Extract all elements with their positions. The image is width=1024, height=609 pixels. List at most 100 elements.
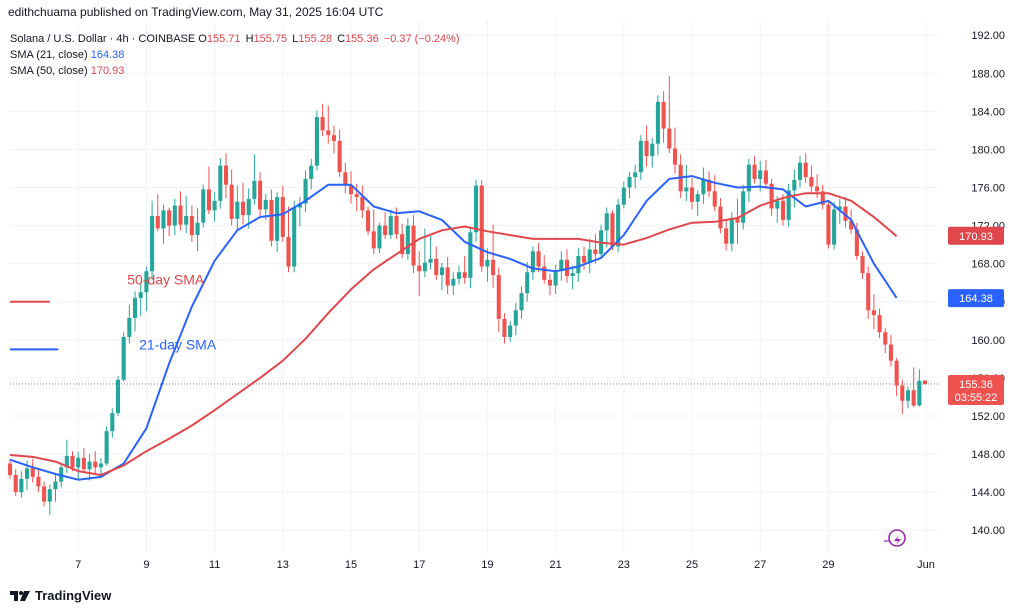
candle-body — [366, 210, 371, 232]
candle-body — [610, 213, 615, 247]
legend-sma21-row: SMA (21, close) 164.38 — [10, 49, 125, 61]
candle-body — [911, 390, 916, 406]
candle-body — [581, 256, 587, 263]
candle-body — [536, 251, 541, 267]
candle-body — [172, 205, 177, 226]
candle-body — [127, 317, 132, 337]
y-tick-label: 144.00 — [971, 487, 1005, 499]
candle-body — [462, 272, 467, 278]
y-tick-label: 192.00 — [971, 30, 1005, 42]
x-tick-label: 7 — [75, 559, 81, 571]
y-tick-label: 184.00 — [971, 106, 1005, 118]
candle-body — [218, 165, 223, 201]
x-tick-label: 9 — [143, 559, 149, 571]
candle-body — [513, 310, 518, 326]
candle-body — [223, 165, 229, 185]
ohlc-high: H155.75 — [245, 33, 288, 45]
candle-body — [70, 455, 75, 468]
candle-body — [269, 199, 274, 241]
candle-body — [672, 148, 678, 165]
candle-body — [695, 194, 700, 202]
candle-body — [809, 177, 814, 187]
candle-body — [411, 225, 416, 266]
candle-body — [354, 194, 359, 198]
candle-body — [422, 262, 427, 272]
candle-body — [797, 162, 803, 180]
tradingview-brand: TradingView — [35, 588, 112, 603]
candle-body — [707, 179, 712, 192]
candle-body — [854, 229, 859, 257]
candle-body — [474, 185, 479, 233]
candle-body — [604, 213, 609, 231]
y-tick-label: 168.00 — [971, 259, 1005, 271]
candle-body — [229, 184, 234, 219]
x-tick-label: 27 — [754, 559, 766, 571]
candle-body — [803, 162, 808, 178]
candle-body — [326, 130, 331, 136]
candle-body — [746, 164, 751, 192]
x-tick-label: Jun — [917, 559, 935, 571]
candle-body — [405, 225, 410, 255]
candle-body — [616, 204, 621, 247]
candle-body — [542, 266, 547, 280]
candle-body — [593, 249, 598, 255]
left-edge-marks — [10, 300, 59, 351]
candle-body — [314, 117, 319, 166]
candle-body — [905, 390, 911, 401]
candle-body — [815, 186, 820, 192]
candle-body — [383, 225, 388, 236]
candle-body — [42, 486, 47, 502]
candle-body — [894, 360, 899, 386]
candle-body — [25, 468, 30, 479]
candle-body — [718, 206, 723, 229]
candle-body — [843, 206, 848, 221]
candle-body — [36, 476, 41, 487]
candle-body — [275, 197, 280, 241]
candle-body — [786, 190, 791, 220]
candle-body — [400, 234, 405, 255]
candle-body — [832, 209, 837, 245]
sma-line — [9, 175, 898, 481]
price-tag-text: 164.38 — [959, 293, 993, 305]
candle-body — [439, 267, 444, 276]
y-tick-label: 140.00 — [971, 525, 1005, 537]
legend-symbol-row: Solana / U.S. Dollar · 4h · COINBASE O15… — [10, 31, 460, 47]
candle-body — [724, 228, 729, 244]
candle-body — [866, 273, 871, 311]
candle-body — [115, 379, 121, 414]
candle-body — [849, 220, 854, 230]
candle-body — [377, 225, 382, 249]
price-change: −0.37 (−0.24%) — [383, 33, 460, 45]
candle-body — [87, 461, 92, 470]
candle-body — [570, 273, 575, 277]
candle-body — [547, 279, 552, 286]
y-axis-labels: 140.00144.00148.00152.00156.00160.00164.… — [971, 30, 1005, 537]
candle-body — [258, 180, 263, 210]
candle-body — [212, 200, 217, 211]
candle-body — [93, 461, 98, 468]
sma-lines — [9, 175, 898, 481]
candle-body — [331, 135, 337, 141]
x-tick-label: 23 — [618, 559, 630, 571]
ohlc-open: O155.71 — [198, 33, 241, 45]
candle-body — [138, 292, 143, 298]
candle-body — [252, 180, 257, 199]
candle-body — [627, 177, 632, 188]
candle-body — [729, 217, 734, 244]
watermark-icon — [884, 529, 906, 547]
candle-body — [167, 210, 172, 226]
candle-body — [900, 385, 905, 401]
candle-body — [445, 267, 450, 286]
grid-lines — [10, 20, 938, 553]
candle-body — [741, 191, 746, 223]
candle-body — [871, 310, 876, 316]
candle-body — [53, 481, 58, 490]
candle-body — [178, 205, 183, 225]
price-tag — [948, 289, 1004, 308]
tradingview-logo[interactable]: TradingView — [10, 588, 111, 603]
tradingview-logo-icon — [10, 590, 30, 601]
x-tick-label: 13 — [277, 559, 289, 571]
candle-body — [76, 457, 81, 468]
